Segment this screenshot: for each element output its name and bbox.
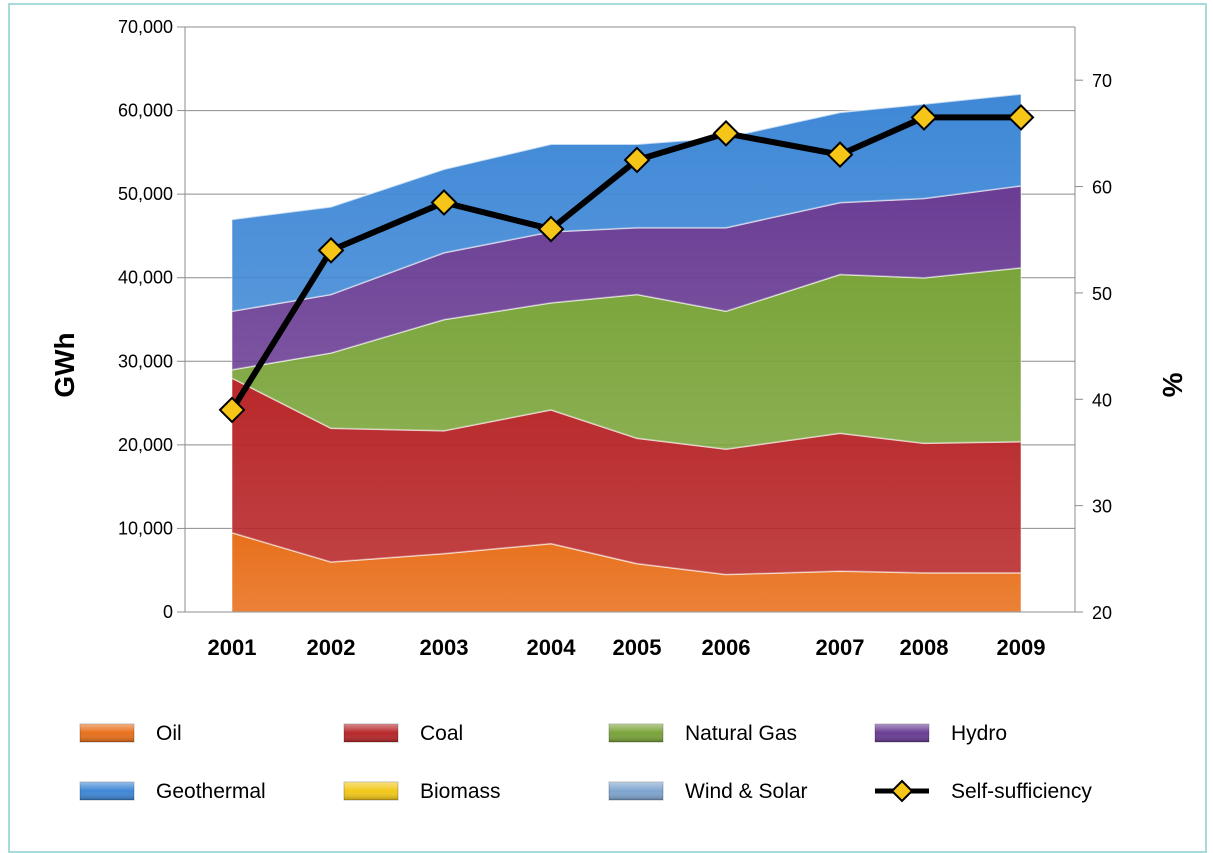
legend-item-biomass: Biomass (343, 780, 501, 803)
legend: Oil Coal Natural Gas Hydro Geothermal Biomass… (79, 722, 1092, 803)
legend-marker-swatch (890, 779, 914, 803)
legend-item-wind-solar: Wind & Solar (608, 780, 808, 803)
y-tick-label: 70,000 (118, 17, 173, 37)
y-tick-label: 20,000 (118, 435, 173, 455)
y-tick-label: 40,000 (118, 268, 173, 288)
y2-tick-label: 20 (1092, 603, 1112, 623)
legend-label: Wind & Solar (685, 780, 808, 803)
legend-label: Oil (156, 722, 182, 745)
y-axis-title: GWh (49, 332, 80, 397)
legend-label: Geothermal (156, 780, 266, 803)
legend-item-oil: Oil (79, 722, 182, 745)
legend-label: Hydro (951, 722, 1007, 745)
legend-swatch-shade (875, 724, 929, 742)
y-tick-label: 30,000 (118, 351, 173, 371)
x-tick-label: 2004 (527, 635, 577, 660)
y2-tick-label: 70 (1092, 71, 1112, 91)
area-edge (231, 92, 1022, 221)
legend-item-hydro: Hydro (874, 722, 1007, 745)
x-tick-label: 2005 (613, 635, 662, 660)
self-sufficiency-line (218, 103, 1035, 424)
self-sufficiency-marker (317, 236, 345, 264)
y-tick-label: 50,000 (118, 184, 173, 204)
legend-item-self-sufficiency: Self-sufficiency (875, 779, 1092, 803)
self-sufficiency-marker (712, 119, 740, 147)
x-tick-label: 2008 (900, 635, 949, 660)
self-sufficiency-marker (537, 215, 565, 243)
legend-swatch-shade (80, 782, 134, 800)
x-tick-label: 2001 (208, 635, 257, 660)
legend-swatch-shade (344, 782, 398, 800)
x-tick-label: 2009 (997, 635, 1046, 660)
self-sufficiency-marker (826, 141, 854, 169)
y2-tick-label: 40 (1092, 390, 1112, 410)
self-sufficiency-marker (1007, 103, 1035, 131)
self-sufficiency-marker (910, 103, 938, 131)
x-tick-label: 2006 (702, 635, 751, 660)
self-sufficiency-marker (623, 146, 651, 174)
y2-tick-label: 60 (1092, 178, 1112, 198)
legend-label: Self-sufficiency (951, 780, 1092, 803)
legend-label: Natural Gas (685, 722, 797, 745)
legend-item-geothermal: Geothermal (79, 780, 266, 803)
y2-axis-title: % (1157, 373, 1188, 398)
legend-label: Biomass (420, 780, 501, 803)
y-tick-label: 0 (163, 602, 173, 622)
legend-label: Coal (420, 722, 463, 745)
y2-tick-label: 30 (1092, 497, 1112, 517)
y-tick-label: 10,000 (118, 518, 173, 538)
legend-item-coal: Coal (343, 722, 463, 745)
legend-swatch-shade (609, 782, 663, 800)
y-tick-label: 60,000 (118, 101, 173, 121)
self-sufficiency-marker (430, 189, 458, 216)
x-tick-label: 2002 (307, 635, 356, 660)
legend-item-natural-gas: Natural Gas (608, 722, 797, 745)
x-tick-label: 2003 (420, 635, 469, 660)
self-sufficiency-marker (218, 396, 246, 424)
legend-swatch-shade (344, 724, 398, 742)
x-tick-label: 2007 (816, 635, 865, 660)
legend-swatch-shade (80, 724, 134, 742)
axes: 0 10,000 20,000 30,000 40,000 50,000 60,000 70,… (118, 17, 1112, 660)
legend-swatch-shade (609, 724, 663, 742)
y2-tick-label: 50 (1092, 284, 1112, 304)
